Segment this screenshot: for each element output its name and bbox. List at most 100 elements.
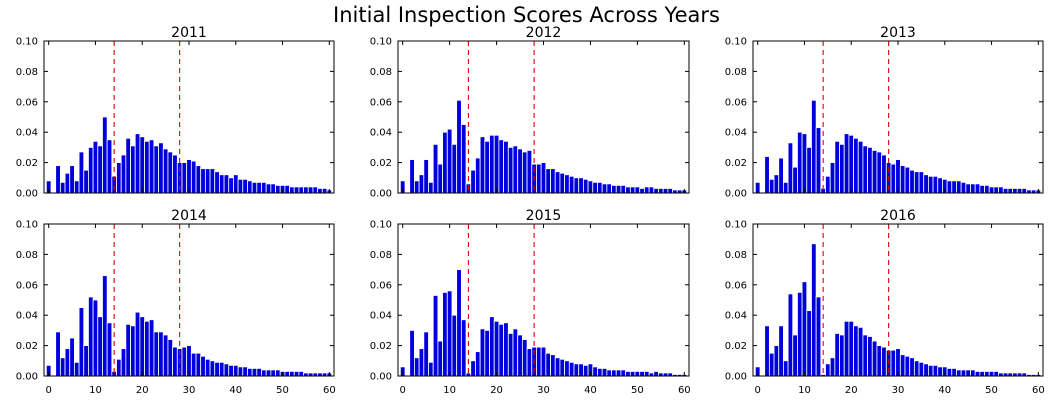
chart-panel-2013: 0.00 0.02 0.04 0.06 0.08 0.10 2013 bbox=[725, 25, 1044, 200]
bar bbox=[414, 180, 420, 194]
y-tick-label: 0.04 bbox=[725, 311, 747, 322]
bar bbox=[418, 174, 425, 194]
bar bbox=[764, 156, 770, 194]
bar bbox=[928, 364, 934, 377]
y-tick-label: 0.04 bbox=[370, 128, 392, 139]
bar bbox=[242, 178, 248, 194]
bar bbox=[564, 174, 570, 194]
bar bbox=[517, 334, 523, 377]
bar bbox=[204, 168, 211, 194]
bar bbox=[265, 369, 272, 377]
bar bbox=[148, 139, 155, 194]
bar bbox=[573, 363, 580, 377]
bar bbox=[615, 184, 622, 194]
bar bbox=[512, 145, 519, 194]
bar bbox=[442, 291, 448, 377]
bar bbox=[937, 366, 943, 377]
bar bbox=[857, 326, 864, 377]
panel-title: 2011 bbox=[171, 25, 207, 41]
bar bbox=[456, 269, 462, 377]
bar bbox=[839, 143, 845, 194]
bar bbox=[312, 186, 319, 194]
y-tick-label: 0.00 bbox=[16, 372, 38, 383]
bar bbox=[904, 355, 911, 377]
bar bbox=[899, 354, 906, 377]
x-tick-label: 0 bbox=[400, 385, 406, 396]
bar bbox=[97, 316, 103, 377]
y-tick-label: 0.10 bbox=[725, 220, 747, 231]
bar bbox=[597, 181, 603, 194]
bar bbox=[432, 295, 439, 377]
y-tick-label: 0.10 bbox=[725, 37, 747, 48]
bar bbox=[913, 360, 920, 377]
bar bbox=[946, 367, 953, 377]
bar bbox=[970, 369, 976, 377]
bar bbox=[583, 178, 589, 194]
y-tick-label: 0.08 bbox=[16, 250, 38, 261]
bar bbox=[284, 184, 290, 194]
bar bbox=[275, 369, 281, 377]
bar bbox=[890, 349, 897, 377]
x-tick-label: 20 bbox=[490, 385, 503, 396]
bar bbox=[186, 159, 192, 194]
bar bbox=[778, 157, 784, 194]
bar bbox=[200, 168, 206, 194]
bar bbox=[507, 146, 514, 194]
bar bbox=[251, 181, 258, 194]
x-tick-label: 20 bbox=[845, 385, 858, 396]
bar bbox=[834, 333, 840, 377]
panel-title: 2013 bbox=[880, 25, 916, 41]
bar bbox=[451, 143, 458, 194]
bar bbox=[550, 354, 556, 377]
bar bbox=[615, 369, 622, 377]
bar bbox=[503, 140, 509, 194]
x-tick-label: 40 bbox=[938, 385, 951, 396]
bar bbox=[83, 345, 89, 377]
bar bbox=[811, 243, 817, 377]
bar bbox=[639, 371, 645, 377]
bar bbox=[629, 186, 636, 194]
bar bbox=[848, 320, 854, 377]
bar bbox=[228, 364, 234, 377]
bar bbox=[223, 174, 230, 194]
bar bbox=[120, 348, 127, 377]
bar bbox=[428, 181, 434, 194]
y-tick-label: 0.08 bbox=[725, 67, 747, 78]
bar bbox=[881, 154, 887, 194]
y-tick-label: 0.06 bbox=[16, 97, 38, 108]
bar bbox=[261, 181, 267, 194]
bar bbox=[554, 357, 561, 377]
bar bbox=[97, 145, 103, 194]
bar bbox=[597, 367, 603, 377]
bar bbox=[773, 345, 780, 377]
bar bbox=[545, 352, 551, 377]
bar bbox=[172, 346, 178, 377]
bar bbox=[55, 165, 61, 194]
bar bbox=[540, 162, 547, 194]
bar bbox=[783, 181, 789, 194]
chart-panel-2015: 0.00 0.02 0.04 0.06 0.08 0.10 0 10 20 30 40 50 60 201… bbox=[370, 208, 691, 396]
x-tick-label: 40 bbox=[229, 385, 242, 396]
bar bbox=[801, 133, 808, 194]
bar bbox=[64, 172, 71, 194]
bar bbox=[437, 340, 443, 377]
bar bbox=[521, 339, 528, 377]
bar bbox=[218, 174, 225, 194]
y-tick-label: 0.06 bbox=[16, 280, 38, 291]
bar bbox=[876, 151, 883, 194]
bar bbox=[895, 348, 901, 377]
bar bbox=[493, 134, 500, 194]
bar bbox=[507, 333, 514, 377]
bar bbox=[460, 124, 467, 194]
bar bbox=[190, 352, 197, 377]
y-tick-label: 0.06 bbox=[370, 97, 392, 108]
bar bbox=[970, 183, 976, 194]
bar bbox=[237, 178, 244, 194]
bar bbox=[204, 358, 211, 377]
bar bbox=[209, 168, 216, 194]
bar bbox=[432, 143, 439, 194]
bar bbox=[475, 157, 481, 194]
y-tick-label: 0.04 bbox=[16, 311, 38, 322]
bar bbox=[899, 165, 906, 194]
chart-panel-2012: 0.00 0.02 0.04 0.06 0.08 0.10 2012 bbox=[370, 25, 690, 200]
